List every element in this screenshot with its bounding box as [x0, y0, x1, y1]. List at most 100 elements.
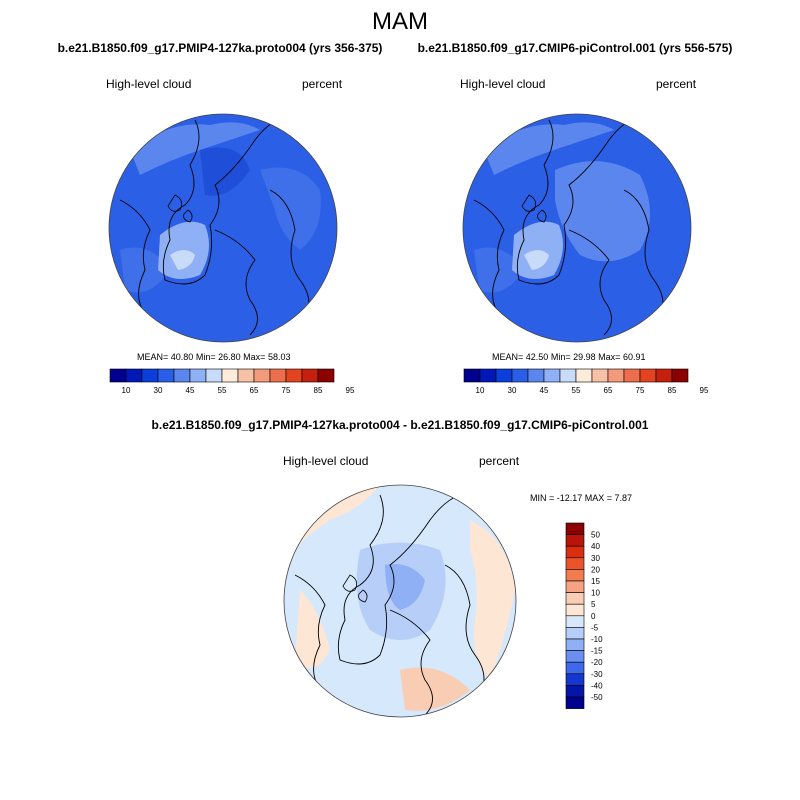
panel1-colorbar-label: 30	[154, 386, 163, 395]
panel1-max-label: Max=	[243, 352, 266, 362]
panel1-min: 26.80	[218, 352, 241, 362]
panel2-colorbar-cell	[671, 368, 689, 383]
panel3-colorbar-cell	[565, 592, 585, 605]
panel1-colorbar-cell	[205, 368, 223, 383]
panel2-map	[462, 113, 692, 343]
panel3-warm-patch-w	[295, 590, 330, 668]
panel2-units: percent	[656, 77, 697, 91]
panel2-min: 29.98	[573, 352, 596, 362]
panel1-coast-a	[162, 117, 286, 285]
panel3-warm-patch-e	[470, 520, 515, 680]
panel3-colorbar-cell	[565, 603, 585, 617]
panel2-colorbar-cell	[559, 368, 577, 383]
panel3-colorbar-label: -40	[591, 681, 603, 690]
panel1-colorbar-cell	[269, 368, 287, 383]
panel3-map	[283, 484, 517, 718]
panel1-min-label: Min=	[195, 352, 216, 362]
panel3-map-border	[283, 484, 517, 718]
panel3-cool-patch-core	[385, 564, 425, 610]
panel3-colorbar-label: 20	[591, 565, 600, 574]
panel3-coast-d	[444, 564, 485, 696]
panel3-colorbar-label: -10	[591, 635, 603, 644]
panel2-variable: High-level cloud	[460, 77, 546, 91]
panel1-colorbar-cell	[189, 368, 207, 383]
panel1-colorbar-cell	[109, 368, 127, 383]
panel3-coast-c	[294, 574, 326, 696]
season-title: MAM	[372, 8, 428, 35]
panel2-map-border	[462, 113, 692, 343]
panel2-colorbar-label: 45	[540, 386, 549, 395]
panel3-colorbar-cell	[565, 627, 585, 640]
panel1-colorbar-cell	[253, 368, 271, 383]
panel1-colorbar-cell	[173, 368, 191, 383]
panel2-min-label: Min=	[550, 352, 571, 362]
panel3-colorbar-cell	[565, 661, 585, 675]
panel1-mean-label: MEAN=	[137, 352, 169, 362]
panel1-colorbar-label: 95	[346, 386, 355, 395]
panel3-colorbar-label: -15	[591, 647, 603, 656]
panel2-title: b.e21.B1850.f09_g17.CMIP6-piControl.001 …	[417, 41, 733, 55]
panel2-coast-b	[568, 229, 612, 336]
panel1-colorbar-label: 65	[250, 386, 259, 395]
panel3-colorbar-label: 30	[591, 554, 600, 563]
panel2-colorbar-label: 95	[700, 386, 709, 395]
panel2-islands	[521, 194, 547, 223]
panel2-colorbar-cell	[479, 368, 497, 383]
panel1-colorbar-cell	[285, 368, 303, 383]
panel3-colorbar-cell	[565, 580, 585, 593]
panel3-colorbar-cell	[565, 569, 585, 582]
panel1-mean: 40.80	[170, 352, 194, 362]
panel2-colorbar-label: 65	[604, 386, 613, 395]
panel3-colorbar-label: 40	[591, 542, 600, 551]
panel1-title: b.e21.B1850.f09_g17.PMIP4-127ka.proto004…	[57, 41, 383, 55]
panel3-units: percent	[479, 454, 520, 468]
panel2-colorbar-cell	[463, 368, 481, 383]
panel1-lowcloud-patch	[130, 122, 260, 175]
panel2-coast-a	[516, 117, 640, 285]
panel2-stats: MEAN= 42.50 Min= 29.98 Max= 60.91	[492, 352, 645, 362]
panel1-colorbar-cell	[237, 368, 255, 383]
panel3-stats: MIN = -12.17 MAX = 7.87	[530, 493, 633, 503]
panel1-map	[108, 113, 338, 343]
panel1-coast-c	[119, 199, 151, 321]
panel2-colorbar-label: 75	[636, 386, 645, 395]
panel1-greenland-core	[170, 250, 195, 270]
panel3-colorbar-label: 10	[591, 589, 600, 598]
panel3-islands	[342, 574, 368, 603]
panel3-colorbar-cell	[565, 673, 585, 686]
panel1-colorbar-cell	[141, 368, 159, 383]
panel3-colorbar-label: 5	[591, 600, 596, 609]
panel1-coast-d	[269, 189, 310, 321]
panel1-stats: MEAN= 40.80 Min= 26.80 Max= 58.03	[137, 352, 290, 362]
panel2-colorbar-cell	[511, 368, 529, 383]
panel3-colorbar-cell	[565, 545, 585, 559]
panel1-colorbar-cell	[125, 368, 143, 383]
panel2-colorbar-cell	[495, 368, 513, 383]
panel2-central-patch	[555, 161, 650, 262]
panel3-colorbar-cell	[565, 615, 585, 628]
panel1-coast-b	[214, 229, 258, 336]
panel1-colorbar-label: 75	[282, 386, 291, 395]
panel1-colorbar: 10 30 45 55 65 75 85 95	[109, 368, 355, 395]
panel2-colorbar-cell	[639, 368, 657, 383]
panel2-greenland-core	[524, 250, 549, 270]
panel3-colorbar-cell	[565, 522, 585, 535]
panel1-colorbar-cell	[221, 368, 239, 383]
panel2-colorbar-label: 55	[572, 386, 581, 395]
panel1-colorbar-cell	[317, 368, 335, 383]
panel3-colorbar-label: -20	[591, 658, 603, 667]
panel2-colorbar-cell	[607, 368, 625, 383]
panel1-map-border	[108, 113, 338, 343]
panel2-colorbar-label: 10	[476, 386, 485, 395]
panel3-title: b.e21.B1850.f09_g17.PMIP4-127ka.proto004…	[151, 418, 649, 432]
panel2-colorbar: 10 30 45 55 65 75 85 95	[463, 368, 709, 395]
panel3-coast-a	[337, 494, 461, 665]
panel3-colorbar-cell	[565, 696, 585, 709]
panel3-colorbar-cell	[565, 638, 585, 651]
panel1-colorbar-label: 10	[122, 386, 131, 395]
panel3-warm-patch-s	[400, 667, 470, 711]
panel2-colorbar-cell	[623, 368, 641, 383]
panel2-max: 60.91	[622, 352, 646, 362]
